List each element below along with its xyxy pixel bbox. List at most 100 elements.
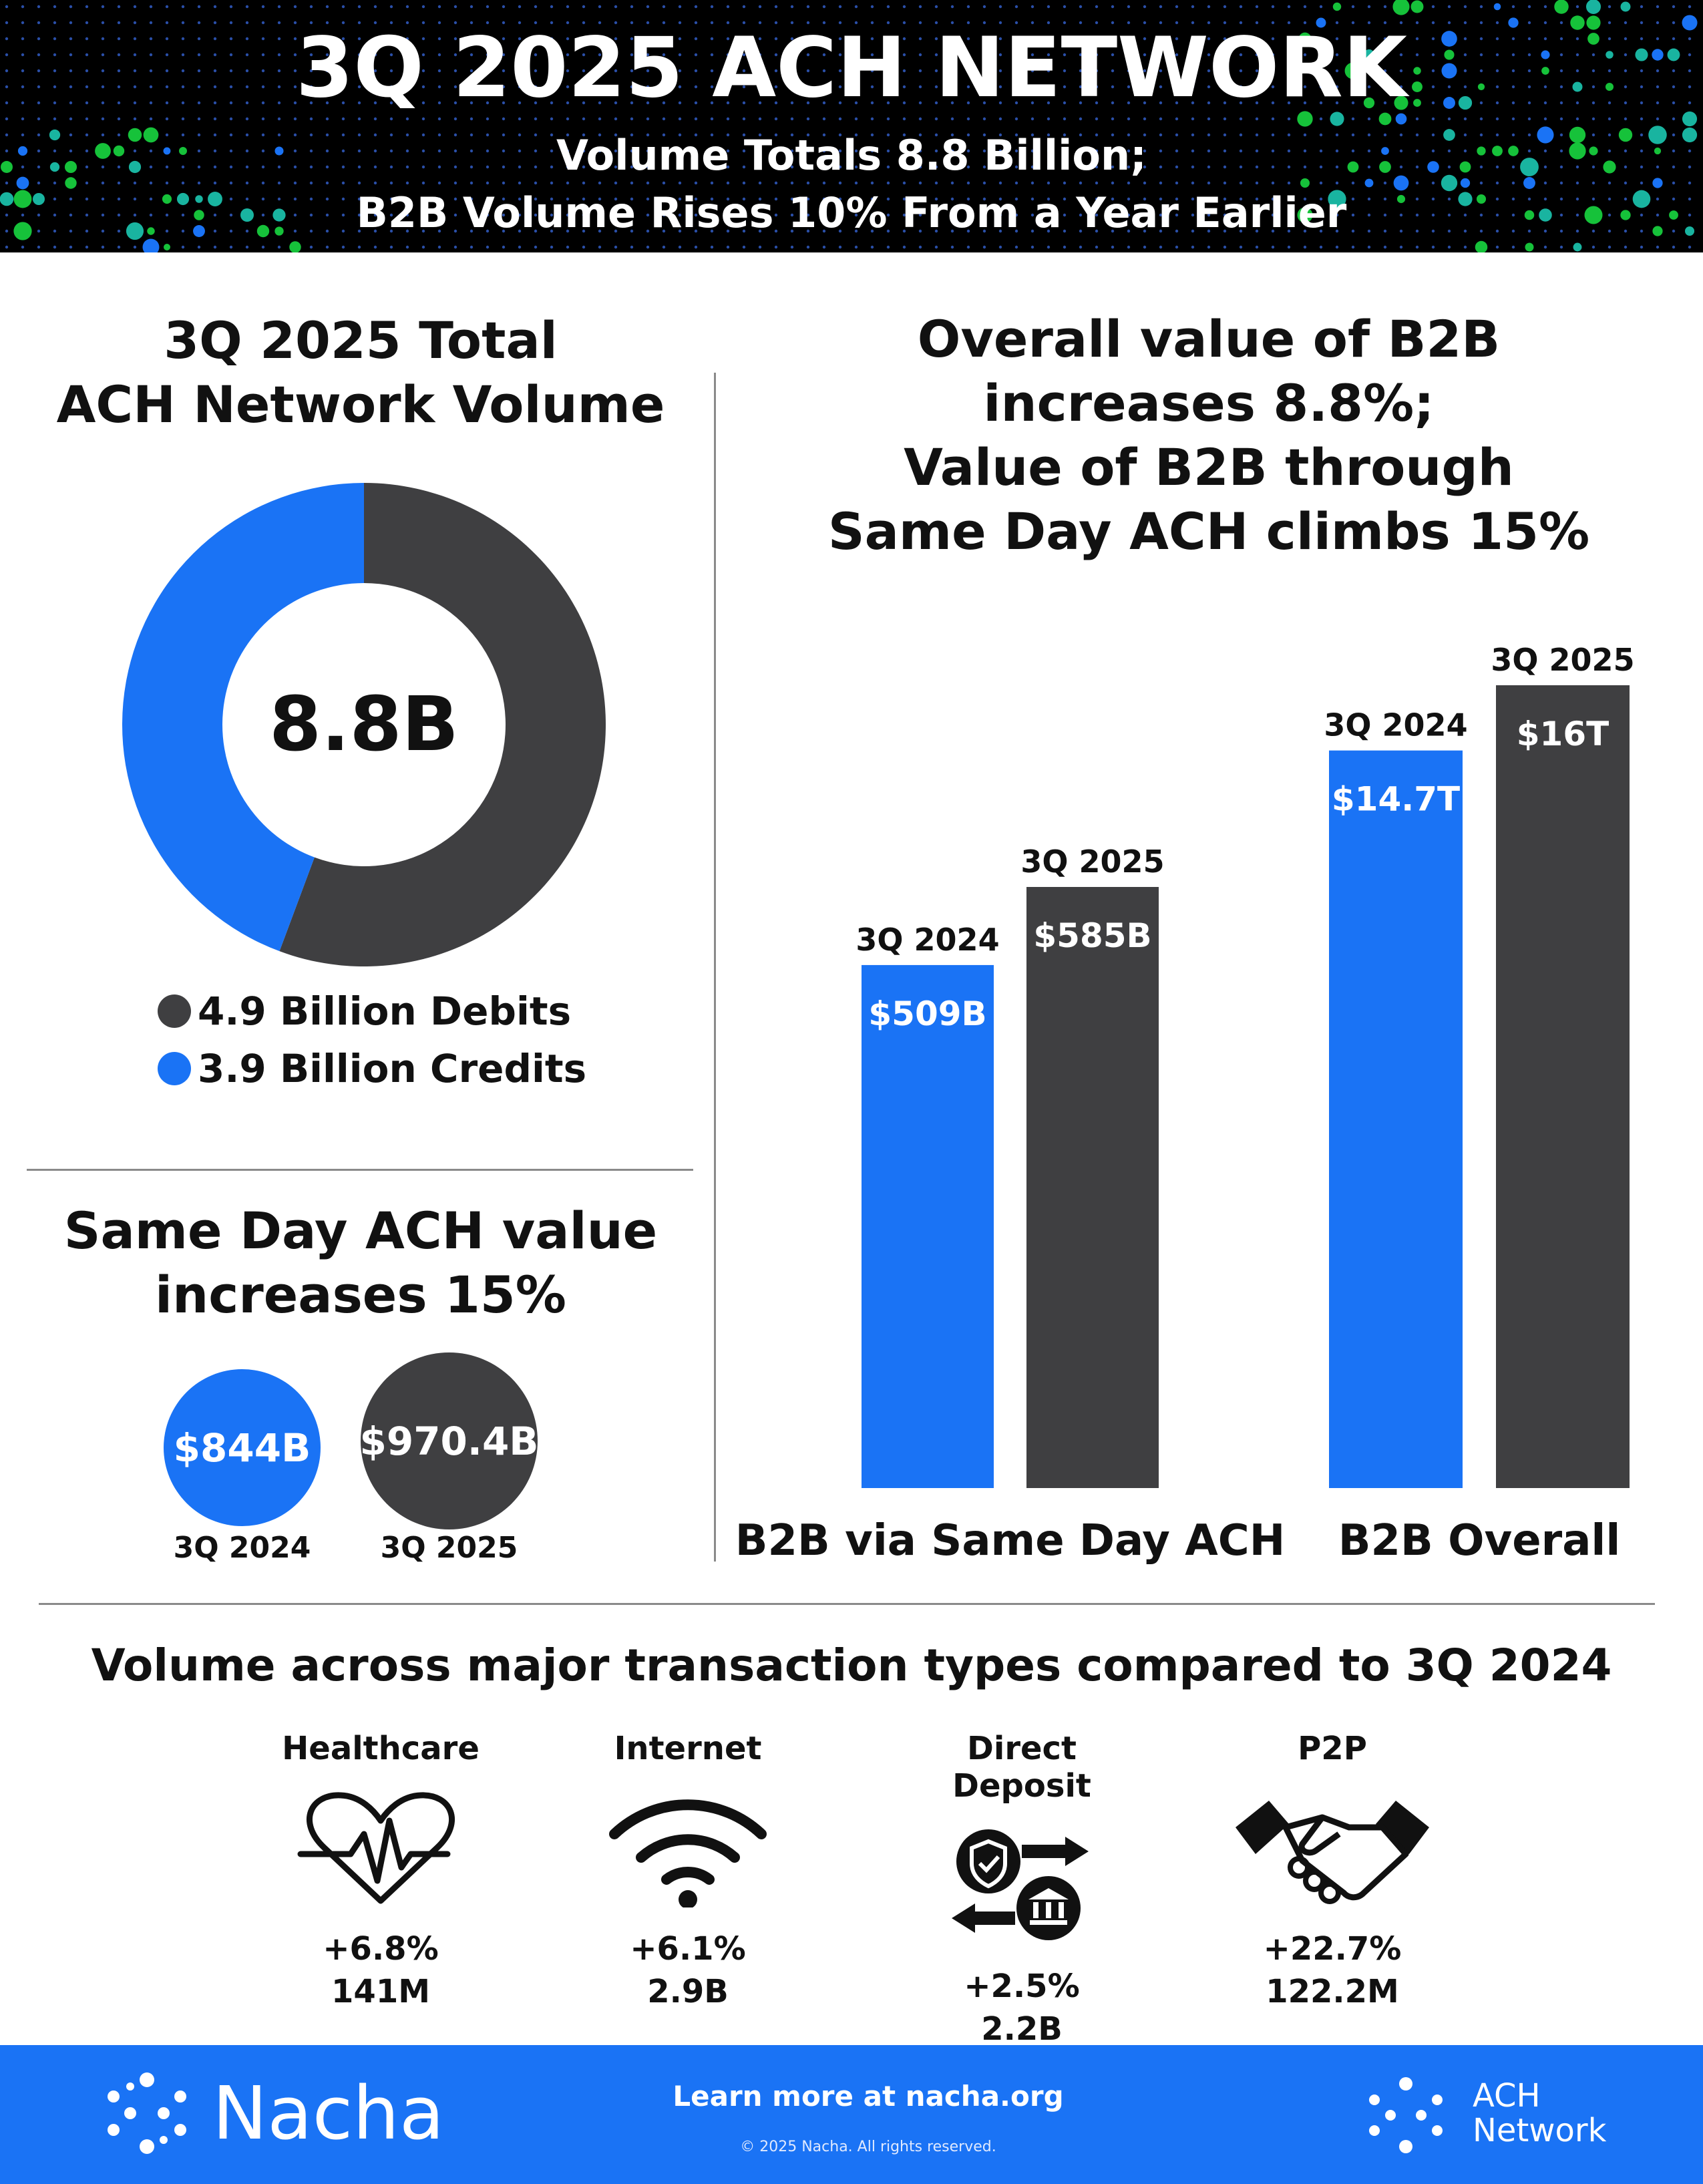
header-dot: [37, 21, 41, 25]
header-dot: [1191, 37, 1195, 41]
header-dot: [678, 117, 682, 121]
header-dot: [1255, 229, 1259, 233]
header-dot: [934, 165, 938, 169]
header-dot: [1143, 117, 1147, 121]
header-dot: [1575, 117, 1579, 121]
header-dot: [838, 229, 842, 233]
header-dot: [101, 37, 105, 41]
header-dot: [1127, 181, 1131, 185]
header-dot: [486, 21, 490, 25]
header-dot: [421, 229, 425, 233]
header-dot: [1431, 229, 1435, 233]
header-dot: [598, 5, 602, 9]
header-dot: [1223, 165, 1227, 169]
header-dot: [1287, 69, 1291, 73]
header-dot: [213, 53, 217, 57]
header-dot: [566, 165, 570, 169]
header-dot: [1063, 101, 1067, 105]
header-dot: [694, 53, 698, 57]
header-dot: [101, 21, 105, 25]
header-dot: [1287, 117, 1291, 121]
header-dot: [1447, 165, 1451, 169]
header-dot: [1399, 53, 1403, 57]
header-dot: [550, 21, 554, 25]
header-dot: [1415, 117, 1419, 121]
header-dot: [37, 165, 41, 169]
header-dot: [421, 197, 425, 201]
header-dot: [1303, 165, 1307, 169]
header-dot: [5, 85, 9, 89]
header-dot: [181, 21, 185, 25]
header-dot: [854, 197, 858, 201]
header-dot: [197, 165, 201, 169]
header-dot: [1223, 5, 1227, 9]
footer-cta-link[interactable]: Learn more at nacha.org: [673, 2080, 1064, 2113]
header-dot: [566, 197, 570, 201]
header-dot: [662, 165, 666, 169]
header-dot: [1127, 85, 1131, 89]
donut-slice-credits: [122, 483, 364, 952]
header-dot: [453, 213, 457, 217]
header-dot: [934, 69, 938, 73]
header-dot: [229, 85, 233, 89]
header-dot: [389, 213, 393, 217]
header-dot: [1383, 37, 1387, 41]
header-dot: [117, 213, 121, 217]
header-dot: [1591, 165, 1595, 169]
header-dot: [806, 53, 810, 57]
header-dot: [1383, 69, 1387, 73]
footer-copyright: © 2025 Nacha. All rights reserved.: [740, 2139, 996, 2155]
header-dot: [662, 245, 666, 249]
header-dot: [341, 229, 345, 233]
header-dot: [1095, 213, 1099, 217]
header-dot: [646, 245, 650, 249]
header-dot: [1399, 69, 1403, 73]
header-dot: [662, 69, 666, 73]
header-dot: [486, 133, 490, 137]
header-dot: [918, 133, 922, 137]
header-dot: [1191, 133, 1195, 137]
header-dot: [469, 213, 474, 217]
header-dot: [165, 21, 169, 25]
header-dot: [630, 69, 634, 73]
header-dot: [1495, 101, 1499, 105]
header-dot: [918, 117, 922, 121]
header-dot: [1319, 85, 1323, 89]
header-dot: [1143, 69, 1147, 73]
header-dot: [1063, 197, 1067, 201]
header-dot: [1207, 245, 1211, 249]
header-dot: [37, 229, 41, 233]
header-dot: [1640, 85, 1644, 89]
header-dot: [710, 181, 714, 185]
header-dot: [1479, 5, 1483, 9]
header-dot: [437, 85, 441, 89]
header-dot: [1624, 37, 1628, 41]
header-dot: [726, 213, 730, 217]
total-volume-title: 3Q 2025 Total ACH Network Volume: [27, 309, 695, 437]
header-dot: [1495, 165, 1499, 169]
footer: Nacha Learn more at nacha.org © 2025 Nac…: [0, 2045, 1703, 2184]
total-volume-title-line1: 3Q 2025 Total: [164, 311, 558, 370]
header-dot: [245, 85, 249, 89]
header-dot: [998, 133, 1002, 137]
header-dot: [1143, 21, 1147, 25]
header-dot: [486, 245, 490, 249]
header-dot: [1271, 69, 1275, 73]
header-dot: [870, 53, 874, 57]
header-dot: [1014, 133, 1018, 137]
header-dot: [1143, 133, 1147, 137]
header-dot: [790, 37, 794, 41]
header-dot: [213, 37, 217, 41]
header-dot: [1175, 213, 1179, 217]
header-dot: [437, 149, 441, 153]
header-dot: [1640, 21, 1644, 25]
header-dot: [758, 229, 762, 233]
header-dot: [194, 210, 204, 220]
header-dot: [213, 21, 217, 25]
header-dot: [950, 85, 954, 89]
header-dot: [678, 69, 682, 73]
header-dot: [357, 149, 361, 153]
header-dot: [5, 149, 9, 153]
same-day-title-line1: Same Day ACH value: [63, 1201, 658, 1260]
header-dot: [213, 69, 217, 73]
